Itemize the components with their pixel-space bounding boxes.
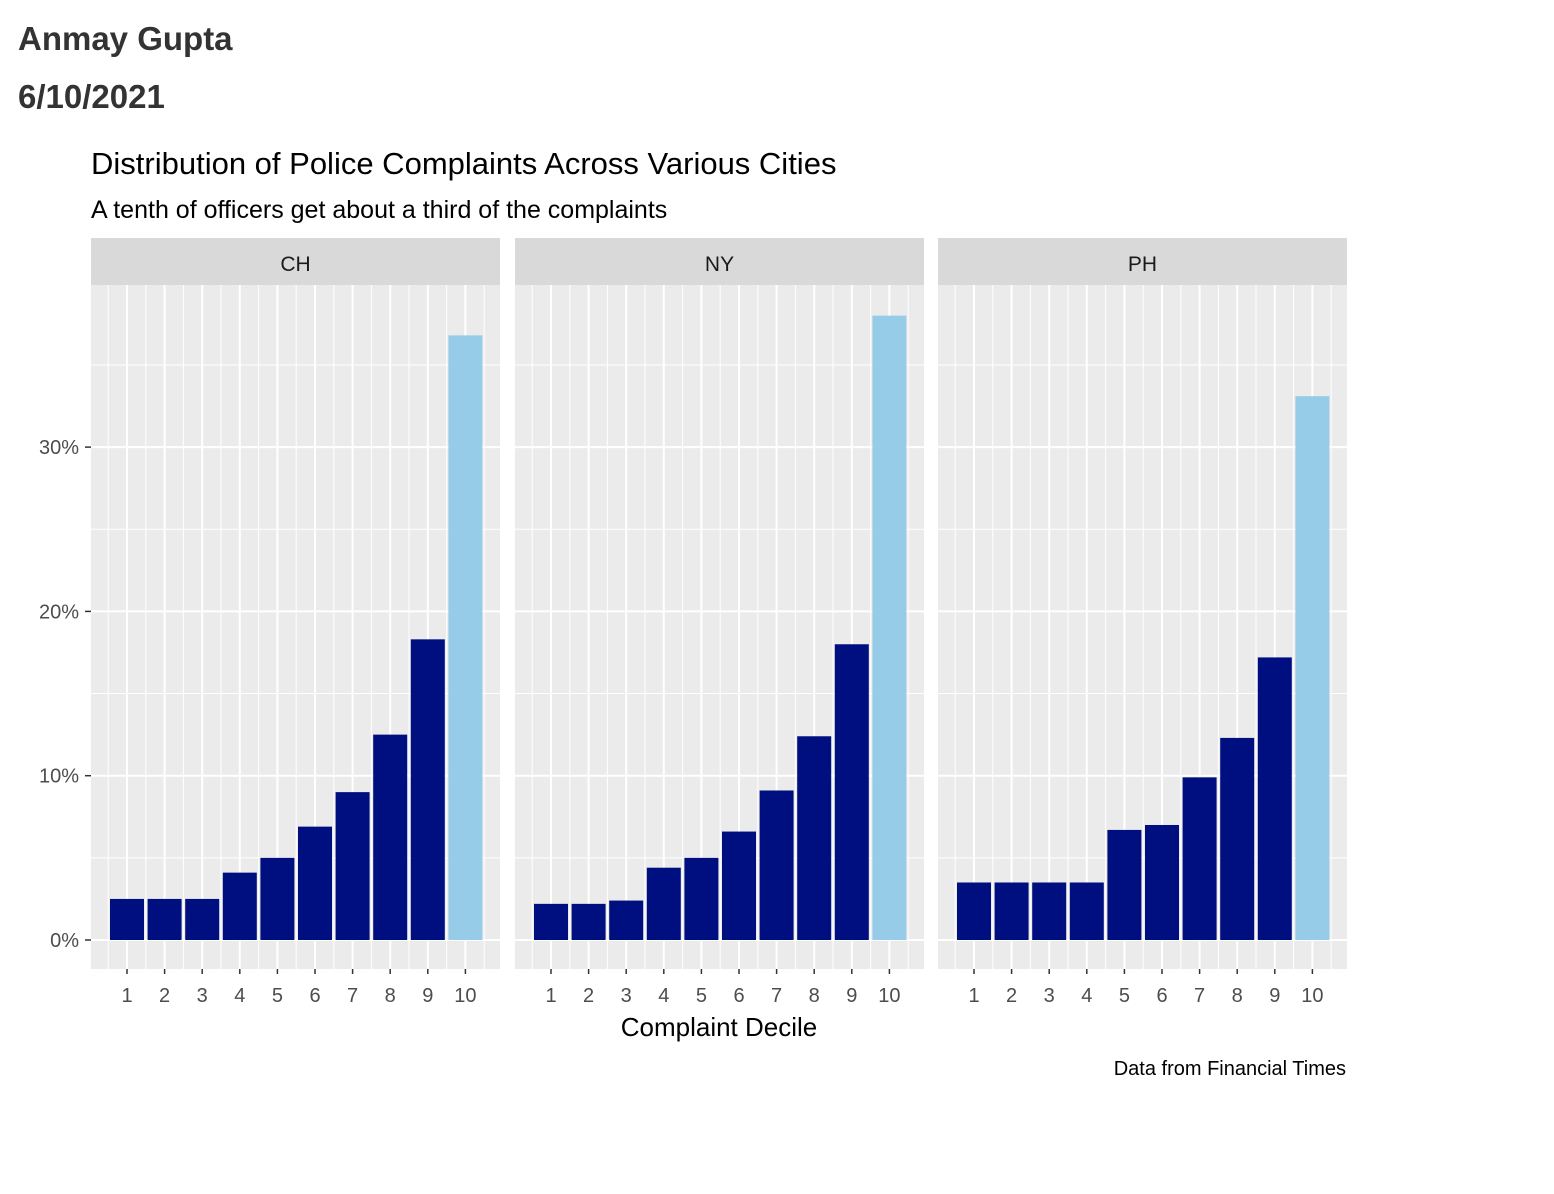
x-tick-label: 7	[771, 985, 782, 1007]
bar-decile-10	[872, 315, 907, 940]
bar-decile-7	[1182, 777, 1217, 940]
bar-decile-8	[797, 736, 832, 940]
facet-panels: CH 1 2 3 4 5 6 7 8 9 10 NY 1 2 3 4 5 6 7 8 9 10 PH 1 2 3 4 5 6 7 8 9 10	[91, 238, 1347, 1007]
bar-decile-9	[410, 639, 445, 940]
bar-decile-3	[185, 898, 220, 940]
bar-decile-4	[1069, 882, 1104, 940]
facet-strip	[515, 238, 924, 285]
facet-ny: NY 1 2 3 4 5 6 7 8 9 10	[515, 238, 924, 1007]
bar-decile-2	[571, 903, 606, 940]
x-tick-label: 8	[809, 985, 820, 1007]
bar-decile-8	[1220, 737, 1255, 940]
bar-decile-5	[1107, 829, 1142, 940]
x-tick-label: 3	[197, 985, 208, 1007]
report-date: 6/10/2021	[18, 78, 165, 115]
x-tick-label: 9	[422, 985, 433, 1007]
facet-label: CH	[280, 253, 310, 276]
bar-decile-5	[684, 857, 719, 940]
facet-strip	[91, 238, 500, 285]
x-tick-label: 9	[1269, 985, 1280, 1007]
bar-decile-5	[260, 857, 295, 940]
x-tick-label: 2	[159, 985, 170, 1007]
facet-strip	[938, 238, 1347, 285]
bar-decile-6	[1145, 824, 1179, 940]
x-tick-label: 7	[347, 985, 358, 1007]
x-tick-label: 10	[454, 985, 476, 1007]
x-tick-label: 3	[621, 985, 632, 1007]
facet-ch: CH 1 2 3 4 5 6 7 8 9 10	[91, 238, 500, 1007]
bar-decile-9	[834, 644, 869, 940]
bar-decile-7	[759, 790, 794, 940]
bar-decile-2	[994, 882, 1029, 940]
x-tick-label: 1	[121, 985, 132, 1007]
x-tick-label: 8	[385, 985, 396, 1007]
facet-ph: PH 1 2 3 4 5 6 7 8 9 10	[938, 238, 1347, 1007]
x-tick-label: 3	[1044, 985, 1055, 1007]
y-axis: 0% 10% 20% 30%	[39, 437, 91, 952]
bar-decile-1	[110, 898, 144, 940]
bar-decile-1	[534, 903, 568, 940]
x-tick-label: 8	[1232, 985, 1243, 1007]
facet-label: NY	[705, 253, 734, 276]
y-tick-label: 0%	[50, 930, 79, 952]
y-tick-label: 20%	[39, 601, 79, 623]
caption: Data from Financial Times	[1114, 1058, 1346, 1080]
x-tick-label: 1	[545, 985, 556, 1007]
facet-label: PH	[1128, 253, 1157, 276]
x-tick-label: 10	[878, 985, 900, 1007]
chart-subtitle: A tenth of officers get about a third of…	[91, 196, 667, 224]
y-tick-label: 30%	[39, 437, 79, 459]
bar-decile-8	[373, 734, 408, 940]
author-name: Anmay Gupta	[18, 20, 233, 57]
x-tick-label: 4	[1081, 985, 1092, 1007]
x-tick-label: 1	[968, 985, 979, 1007]
x-tick-label: 2	[583, 985, 594, 1007]
x-tick-label: 4	[234, 985, 245, 1007]
bar-decile-2	[147, 898, 182, 940]
bar-decile-4	[222, 872, 257, 940]
x-tick-label: 6	[1156, 985, 1167, 1007]
x-tick-label: 5	[272, 985, 283, 1007]
x-tick-label: 5	[1119, 985, 1130, 1007]
x-tick-label: 4	[658, 985, 669, 1007]
x-tick-label: 2	[1006, 985, 1017, 1007]
x-tick-label: 9	[846, 985, 857, 1007]
bar-decile-10	[1295, 396, 1330, 940]
bar-decile-3	[1032, 882, 1067, 940]
x-tick-label: 6	[309, 985, 320, 1007]
x-tick-label: 6	[733, 985, 744, 1007]
bar-decile-6	[722, 831, 756, 940]
x-tick-label: 7	[1194, 985, 1205, 1007]
y-tick-label: 10%	[39, 766, 79, 788]
bar-decile-9	[1257, 657, 1292, 940]
x-tick-label: 10	[1301, 985, 1323, 1007]
bar-decile-3	[609, 900, 644, 940]
bar-decile-4	[646, 867, 681, 940]
bar-decile-10	[448, 335, 483, 941]
bar-decile-6	[298, 826, 332, 940]
x-tick-label: 5	[696, 985, 707, 1007]
bar-decile-7	[335, 792, 370, 940]
x-axis-title: Complaint Decile	[621, 1012, 818, 1042]
chart-title: Distribution of Police Complaints Across…	[91, 146, 836, 181]
bar-decile-1	[957, 882, 991, 940]
